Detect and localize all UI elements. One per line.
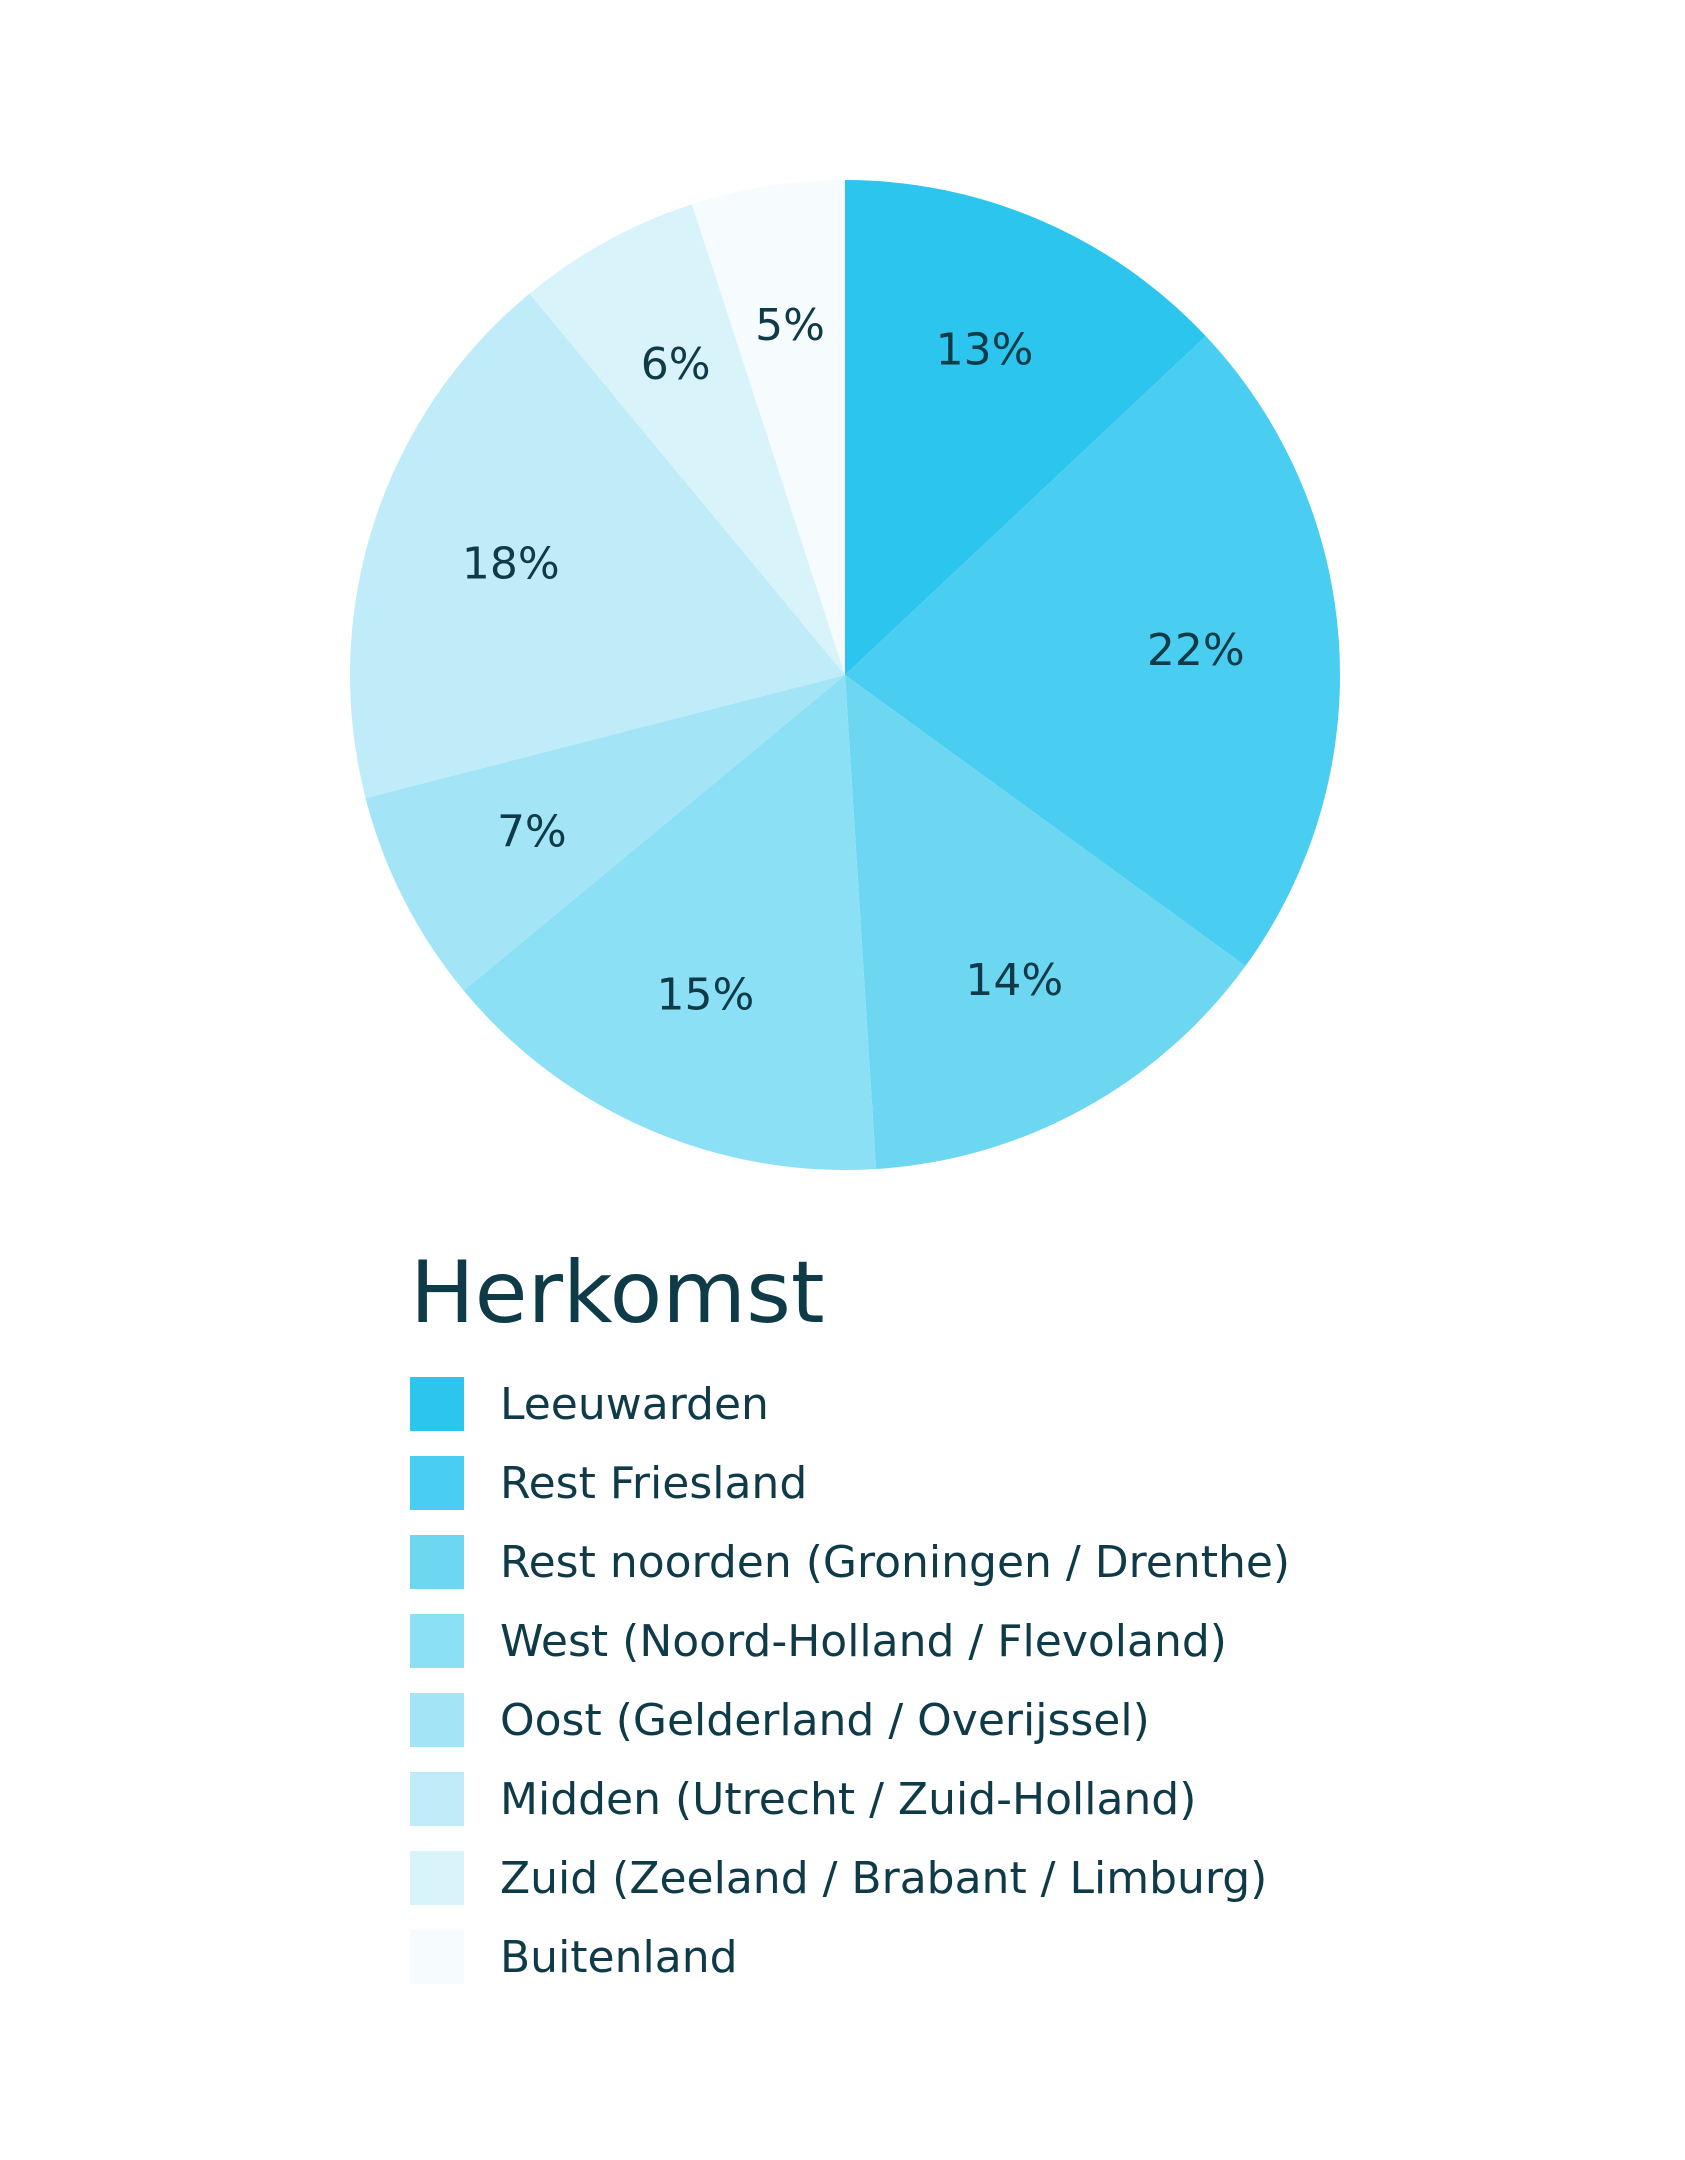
legend-item-rest-noorden-groningen-drenthe: Rest noorden (Groningen / Drenthe) bbox=[410, 1534, 1410, 1590]
data-label-buitenland: 5% bbox=[755, 300, 825, 351]
pie-slice-leeuwarden bbox=[845, 180, 1206, 675]
pie-slice-labels: 13% 22% 14% 15% 7% 18% 6% 5% bbox=[462, 300, 1245, 1021]
legend-swatch bbox=[410, 1930, 464, 1984]
data-label-midden-utrecht-zuid-holland: 18% bbox=[462, 538, 560, 589]
legend-item-midden-utrecht-zuid-holland: Midden (Utrecht / Zuid-Holland) bbox=[410, 1771, 1410, 1827]
legend-label: Midden (Utrecht / Zuid-Holland) bbox=[500, 1773, 1197, 1825]
legend-item-leeuwarden: Leeuwarden bbox=[410, 1376, 1410, 1432]
legend-item-buitenland: Buitenland bbox=[410, 1929, 1410, 1985]
legend-label: Buitenland bbox=[500, 1931, 738, 1983]
data-label-west-noord-holland-flevoland: 15% bbox=[657, 970, 755, 1021]
data-label-leeuwarden: 13% bbox=[936, 324, 1034, 375]
legend-item-west-noord-holland-flevoland: West (Noord-Holland / Flevoland) bbox=[410, 1613, 1410, 1669]
data-label-rest-friesland: 22% bbox=[1147, 625, 1245, 676]
legend-item-oost-gelderland-overijssel: Oost (Gelderland / Overijssel) bbox=[410, 1692, 1410, 1748]
legend-label: West (Noord-Holland / Flevoland) bbox=[500, 1615, 1227, 1667]
legend-swatch bbox=[410, 1535, 464, 1589]
pie-slice-oost-gelderland-overijssel bbox=[365, 675, 845, 991]
legend-swatch bbox=[410, 1614, 464, 1668]
data-label-zuid-zeeland-brabant-limburg: 6% bbox=[641, 339, 711, 390]
legend-item-rest-friesland: Rest Friesland bbox=[410, 1455, 1410, 1511]
data-label-oost-gelderland-overijssel: 7% bbox=[497, 807, 567, 858]
legend-item-zuid-zeeland-brabant-limburg: Zuid (Zeeland / Brabant / Limburg) bbox=[410, 1850, 1410, 1906]
legend-title: Herkomst bbox=[410, 1243, 825, 1343]
legend-label: Rest noorden (Groningen / Drenthe) bbox=[500, 1536, 1291, 1588]
legend: Herkomst Leeuwarden Rest Friesland Rest no… bbox=[410, 1250, 1410, 2008]
pie-slice-rest-friesland bbox=[845, 336, 1340, 966]
legend-label: Oost (Gelderland / Overijssel) bbox=[500, 1694, 1150, 1746]
pie-slices bbox=[350, 180, 1340, 1170]
pie-slice-west-noord-holland-flevoland bbox=[463, 675, 877, 1170]
legend-swatch bbox=[410, 1772, 464, 1826]
data-label-rest-noorden-groningen-drenthe: 14% bbox=[965, 955, 1063, 1006]
legend-label: Zuid (Zeeland / Brabant / Limburg) bbox=[500, 1852, 1268, 1904]
pie-slice-rest-noorden-groningen-drenthe bbox=[845, 675, 1246, 1170]
pie-slice-zuid-zeeland-brabant-limburg bbox=[529, 204, 845, 675]
legend-swatch bbox=[410, 1693, 464, 1747]
pie-chart: 13% 22% 14% 15% 7% 18% 6% 5% bbox=[350, 180, 1340, 1170]
legend-swatch bbox=[410, 1851, 464, 1905]
pie-slice-midden-utrecht-zuid-holland bbox=[350, 293, 845, 799]
legend-swatch bbox=[410, 1456, 464, 1510]
legend-swatch bbox=[410, 1377, 464, 1431]
legend-label: Leeuwarden bbox=[500, 1378, 769, 1430]
legend-list: Leeuwarden Rest Friesland Rest noorden (Gr… bbox=[410, 1376, 1410, 1985]
legend-label: Rest Friesland bbox=[500, 1457, 808, 1509]
pie-slice-buitenland bbox=[692, 180, 845, 675]
